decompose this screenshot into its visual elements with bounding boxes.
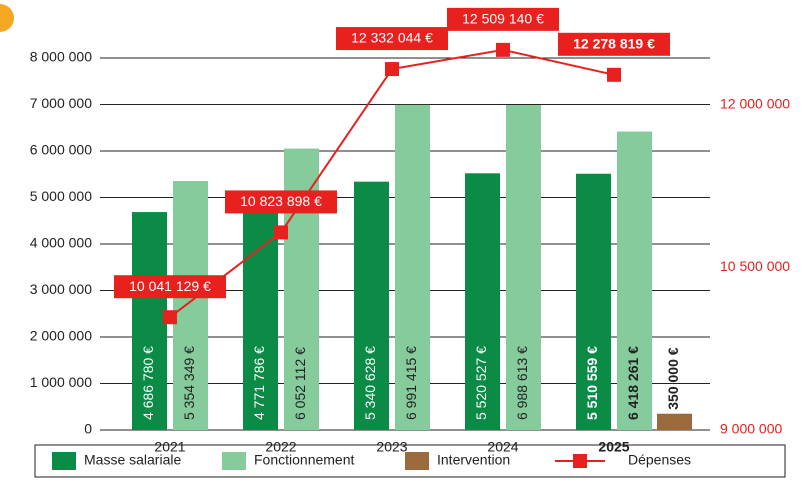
value-label: 6 988 613 € [514,346,530,420]
value-label: 5 510 559 € [584,346,600,420]
x-tick-label: 2022 [265,439,296,455]
label-box [558,32,670,56]
legend-label: Intervention [437,452,510,468]
value-label: 5 354 349 € [181,346,197,420]
y-tick-label: 4 000 000 [30,235,92,251]
value-label: 12 332 044 € [351,30,433,46]
decoration [0,4,14,32]
marker [496,42,510,57]
legend-label: Dépenses [628,452,691,468]
marker [385,62,399,77]
x-tick-label: 2025 [598,439,629,455]
label-box [447,7,559,31]
value-label: 350 000 € [665,347,681,409]
y-tick-label: 7 000 000 [30,95,92,111]
value-label: 12 278 819 € [573,36,655,52]
value-label: 6 418 261 € [625,346,641,420]
value-label: 5 520 527 € [473,346,489,420]
label-box [225,190,337,214]
value-label: 4 686 780 € [140,346,156,420]
marker [274,225,288,240]
legend-marker [573,454,587,468]
value-label: 4 771 786 € [251,346,267,420]
y-tick-label: 6 000 000 [30,142,92,158]
legend-label: Masse salariale [84,452,181,468]
label-box [336,27,448,51]
legend-swatch [52,452,76,470]
x-tick-label: 2024 [487,439,518,455]
y2-tick-label: 10 500 000 [720,258,790,274]
y-tick-label: 1 000 000 [30,374,92,390]
bar [576,173,611,430]
y-tick-label: 8 000 000 [30,49,92,65]
bar [506,105,541,431]
value-label: 12 509 140 € [462,11,544,27]
legend-label: Fonctionnement [254,452,355,468]
y-tick-label: 2 000 000 [30,328,92,344]
marker [607,67,621,82]
legend-swatch [222,452,246,470]
legend-swatch [405,452,429,470]
label-box [114,275,226,299]
y-tick-label: 3 000 000 [30,281,92,297]
bar [132,212,167,430]
value-label: 6 052 112 € [292,347,308,420]
bar [354,181,389,430]
value-label: 10 041 129 € [129,278,211,294]
bar [465,173,500,430]
bar [173,181,208,430]
line [169,48,615,319]
value-label: 6 991 415 € [403,346,419,420]
marker [163,310,177,325]
x-tick-label: 2021 [154,439,185,455]
y2-tick-label: 9 000 000 [720,421,782,437]
bar [617,131,652,431]
value-label: 10 823 898 € [240,193,322,209]
y-tick-label: 5 000 000 [30,188,92,204]
bar [243,208,278,430]
y-tick-label: 0 [84,421,92,437]
bar [657,413,692,430]
y2-tick-label: 12 000 000 [720,96,790,112]
value-label: 5 340 628 € [362,346,378,420]
bar [395,104,430,430]
x-tick-label: 2023 [376,439,407,455]
